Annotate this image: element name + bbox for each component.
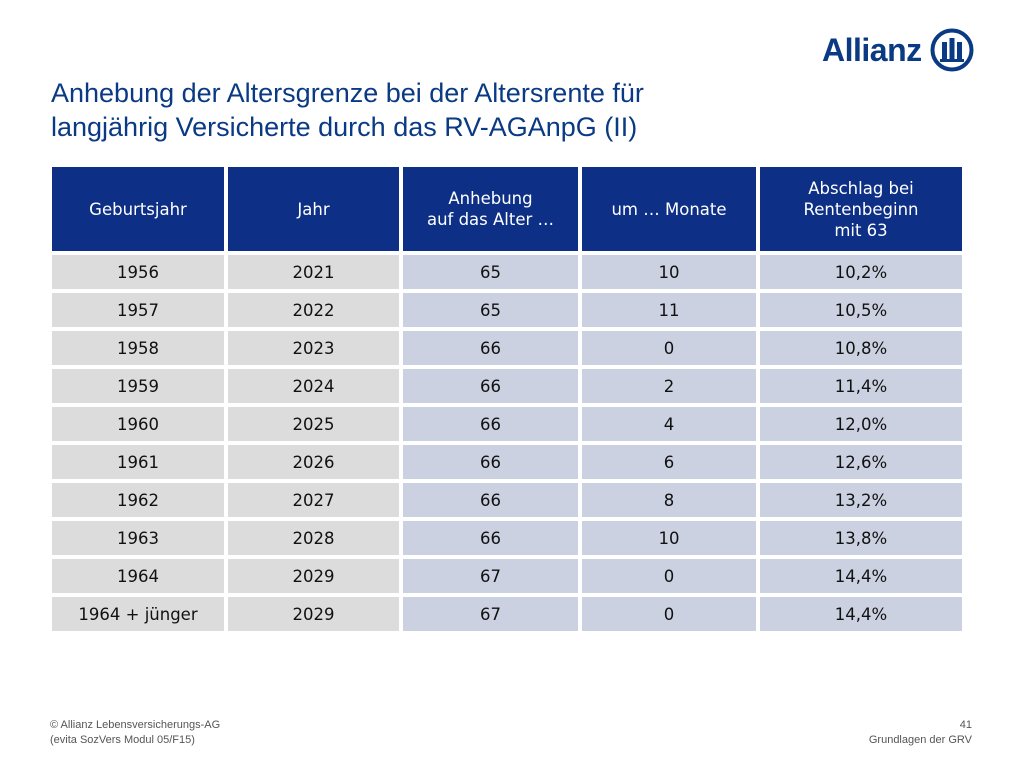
table-row: 1963 2028 66 10 13,8% — [52, 521, 962, 555]
footer-section: Grundlagen der GRV — [868, 734, 972, 746]
cell-geburtsjahr: 1959 — [52, 369, 224, 403]
cell-monate: 0 — [582, 559, 756, 593]
logo-wordmark: Allianz — [822, 32, 922, 68]
cell-alter: 67 — [403, 597, 578, 631]
allianz-logo: Allianz — [822, 28, 974, 72]
header-anhebung: Anhebung auf das Alter … — [403, 167, 578, 251]
page-title: Anhebung der Altersgrenze bei der Alters… — [51, 76, 811, 144]
cell-jahr: 2029 — [228, 559, 399, 593]
cell-jahr: 2022 — [228, 293, 399, 327]
cell-abschlag: 13,2% — [760, 483, 962, 517]
table-header-row: Geburtsjahr Jahr Anhebung auf das Alter … um… — [52, 167, 962, 251]
cell-geburtsjahr: 1961 — [52, 445, 224, 479]
cell-jahr: 2025 — [228, 407, 399, 441]
cell-monate: 10 — [582, 255, 756, 289]
footer-right: 41 Grundlagen der GRV — [869, 718, 972, 748]
column-header-line: Anhebung — [448, 189, 533, 208]
footer-company: © Allianz Lebensversicherungs-AG — [50, 719, 221, 731]
cell-alter: 66 — [403, 407, 578, 441]
cell-geburtsjahr: 1962 — [52, 483, 224, 517]
header-monate: um … Monate — [582, 167, 756, 251]
cell-geburtsjahr: 1964 + jünger — [52, 597, 224, 631]
cell-abschlag: 10,2% — [760, 255, 962, 289]
table-row: 1956 2021 65 10 10,2% — [52, 255, 962, 289]
footer-module: (evita SozVers Modul 05/F15) — [50, 734, 195, 746]
cell-abschlag: 12,0% — [760, 407, 962, 441]
cell-alter: 66 — [403, 445, 578, 479]
cell-monate: 0 — [582, 331, 756, 365]
column-header-line: Jahr — [297, 199, 330, 219]
cell-jahr: 2023 — [228, 331, 399, 365]
title-line-1: Anhebung der Altersgrenze bei der Alters… — [51, 78, 644, 108]
cell-geburtsjahr: 1960 — [52, 407, 224, 441]
cell-monate: 6 — [582, 445, 756, 479]
column-header-line: Rentenbeginn — [803, 199, 919, 219]
cell-geburtsjahr: 1964 — [52, 559, 224, 593]
pension-age-table: Geburtsjahr Jahr Anhebung auf das Alter … um… — [48, 163, 966, 635]
cell-abschlag: 14,4% — [760, 559, 962, 593]
column-header-line: auf das Alter … — [426, 210, 555, 229]
table-row: 1958 2023 66 0 10,8% — [52, 331, 962, 365]
cell-monate: 2 — [582, 369, 756, 403]
cell-abschlag: 14,4% — [760, 597, 962, 631]
cell-monate: 4 — [582, 407, 756, 441]
cell-abschlag: 13,8% — [760, 521, 962, 555]
footer-copyright: © Allianz Lebensversicherungs-AG (evita … — [50, 718, 220, 748]
cell-alter: 65 — [403, 255, 578, 289]
cell-abschlag: 10,8% — [760, 331, 962, 365]
cell-monate: 0 — [582, 597, 756, 631]
cell-geburtsjahr: 1957 — [52, 293, 224, 327]
cell-monate: 10 — [582, 521, 756, 555]
table-body: 1956 2021 65 10 10,2% 1957 2022 65 11 10,5% 1958 20… — [52, 255, 962, 631]
table-row: 1960 2025 66 4 12,0% — [52, 407, 962, 441]
cell-geburtsjahr: 1958 — [52, 331, 224, 365]
allianz-eagle-icon — [930, 28, 974, 72]
cell-jahr: 2024 — [228, 369, 399, 403]
title-line-2: langjährig Versicherte durch das RV-AGAn… — [51, 112, 638, 142]
table-row: 1959 2024 66 2 11,4% — [52, 369, 962, 403]
cell-abschlag: 11,4% — [760, 369, 962, 403]
cell-jahr: 2028 — [228, 521, 399, 555]
cell-alter: 66 — [403, 521, 578, 555]
cell-geburtsjahr: 1956 — [52, 255, 224, 289]
table-row: 1964 2029 67 0 14,4% — [52, 559, 962, 593]
cell-abschlag: 10,5% — [760, 293, 962, 327]
cell-jahr: 2021 — [228, 255, 399, 289]
cell-alter: 66 — [403, 331, 578, 365]
cell-abschlag: 12,6% — [760, 445, 962, 479]
cell-alter: 66 — [403, 369, 578, 403]
cell-monate: 11 — [582, 293, 756, 327]
header-jahr: Jahr — [228, 167, 399, 251]
column-header-line: Geburtsjahr — [89, 199, 187, 219]
table-row: 1964 + jünger 2029 67 0 14,4% — [52, 597, 962, 631]
header-abschlag: Abschlag bei Rentenbeginn mit 63 — [760, 167, 962, 251]
cell-geburtsjahr: 1963 — [52, 521, 224, 555]
cell-monate: 8 — [582, 483, 756, 517]
cell-jahr: 2029 — [228, 597, 399, 631]
column-header-line: mit 63 — [834, 220, 888, 240]
cell-jahr: 2027 — [228, 483, 399, 517]
table-row: 1962 2027 66 8 13,2% — [52, 483, 962, 517]
column-header-line: um … Monate — [611, 199, 727, 219]
cell-jahr: 2026 — [228, 445, 399, 479]
header-geburtsjahr: Geburtsjahr — [52, 167, 224, 251]
table-row: 1961 2026 66 6 12,6% — [52, 445, 962, 479]
cell-alter: 65 — [403, 293, 578, 327]
cell-alter: 66 — [403, 483, 578, 517]
column-header-line: Abschlag bei — [808, 178, 914, 198]
cell-alter: 67 — [403, 559, 578, 593]
page-number: 41 — [959, 719, 972, 731]
table-row: 1957 2022 65 11 10,5% — [52, 293, 962, 327]
